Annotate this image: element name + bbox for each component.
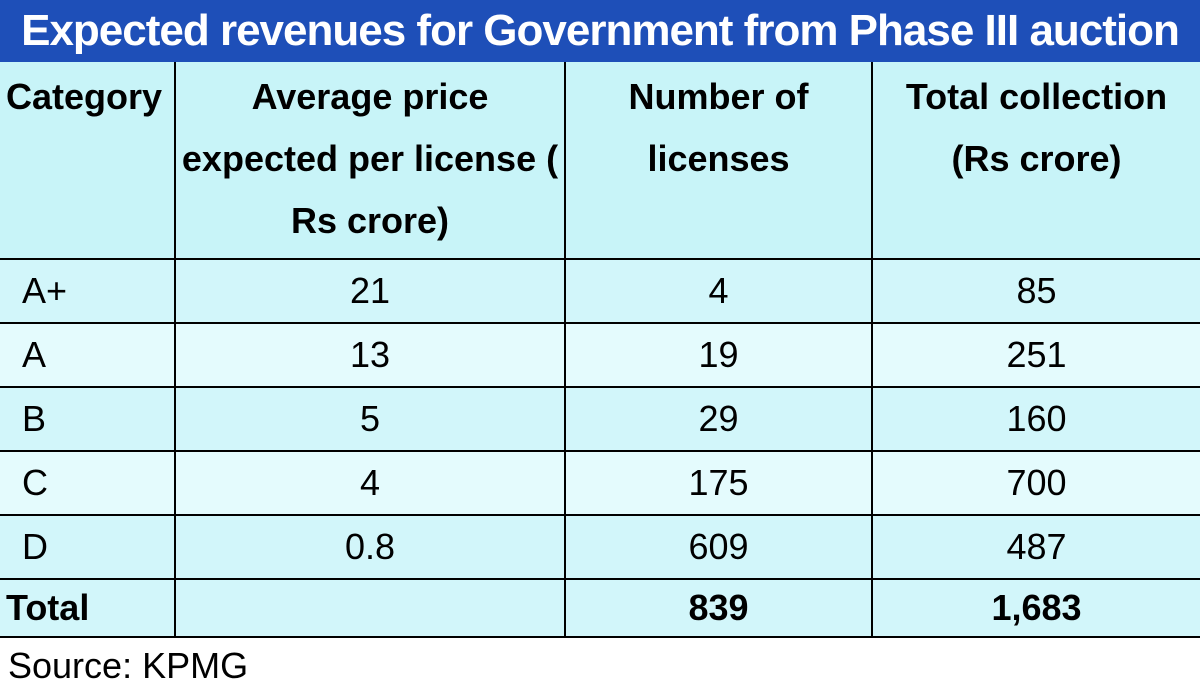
header-average-price: Average price expected per license ( Rs … xyxy=(174,62,566,260)
total-number-of-licenses: 839 xyxy=(564,578,873,638)
cell-number-of-licenses: 609 xyxy=(564,514,873,580)
cell-average-price: 5 xyxy=(174,386,566,452)
cell-category: B xyxy=(0,386,176,452)
cell-total-collection: 160 xyxy=(871,386,1200,452)
table-title: Expected revenues for Government from Ph… xyxy=(0,0,1200,62)
header-category: Category xyxy=(0,62,176,260)
total-row: Total 839 1,683 xyxy=(0,578,1200,638)
cell-average-price: 0.8 xyxy=(174,514,566,580)
cell-number-of-licenses: 175 xyxy=(564,450,873,516)
cell-category: A xyxy=(0,322,176,388)
cell-average-price: 13 xyxy=(174,322,566,388)
revenue-table: Category Average price expected per lice… xyxy=(0,62,1200,638)
cell-number-of-licenses: 29 xyxy=(564,386,873,452)
header-number-of-licenses: Number of licenses xyxy=(564,62,873,260)
total-average-price xyxy=(174,578,566,638)
table-row: D 0.8 609 487 xyxy=(0,514,1200,580)
cell-average-price: 4 xyxy=(174,450,566,516)
cell-category: A+ xyxy=(0,258,176,324)
cell-number-of-licenses: 19 xyxy=(564,322,873,388)
cell-total-collection: 700 xyxy=(871,450,1200,516)
total-collection: 1,683 xyxy=(871,578,1200,638)
table-row: A+ 21 4 85 xyxy=(0,258,1200,324)
cell-category: C xyxy=(0,450,176,516)
cell-category: D xyxy=(0,514,176,580)
table-row: A 13 19 251 xyxy=(0,322,1200,388)
header-total-collection: Total collection (Rs crore) xyxy=(871,62,1200,260)
cell-average-price: 21 xyxy=(174,258,566,324)
cell-total-collection: 85 xyxy=(871,258,1200,324)
table-row: C 4 175 700 xyxy=(0,450,1200,516)
cell-total-collection: 251 xyxy=(871,322,1200,388)
table-row: B 5 29 160 xyxy=(0,386,1200,452)
header-row: Category Average price expected per lice… xyxy=(0,62,1200,260)
cell-total-collection: 487 xyxy=(871,514,1200,580)
source-note: Source: KPMG xyxy=(8,645,249,686)
cell-number-of-licenses: 4 xyxy=(564,258,873,324)
total-label: Total xyxy=(0,578,176,638)
